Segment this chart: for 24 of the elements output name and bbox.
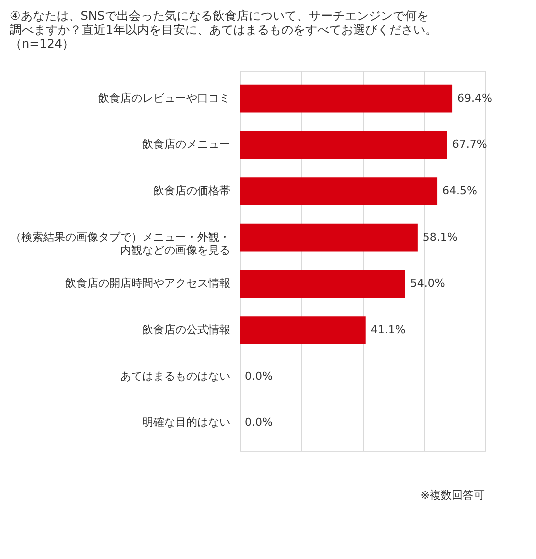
data-label: 54.0% xyxy=(410,277,446,290)
y-tick-label: 明確な目的はない xyxy=(142,416,230,430)
y-tick-label: あてはまるものはない xyxy=(120,370,230,383)
y-tick-label: 飲食店のレビューや口コミ xyxy=(98,92,230,105)
bar xyxy=(240,84,453,113)
data-label: 58.1% xyxy=(422,230,458,244)
data-label: 41.1% xyxy=(370,324,406,337)
y-tick-label: 飲食店の公式情報 xyxy=(142,324,230,337)
bar xyxy=(240,316,366,344)
text: ※複数回答可 xyxy=(420,489,485,502)
chart-title: ④あなたは、SNSで出会った気になる飲食店について、サーチエンジンで何を調べますか？直近1年以内を目安に、あてはまるものをすべてお選びください。（n=124） xyxy=(10,9,438,51)
bar xyxy=(240,270,406,298)
data-label: 67.7% xyxy=(452,138,488,152)
data-label: 0.0% xyxy=(245,370,273,383)
data-label: 0.0% xyxy=(245,416,273,430)
data-label: 64.5% xyxy=(442,184,478,198)
y-tick-label: 飲食店の価格帯 xyxy=(154,184,230,198)
bar xyxy=(240,178,438,206)
y-tick-label: 飲食店の開店時間やアクセス情報 xyxy=(66,277,230,290)
bar xyxy=(240,131,448,160)
y-tick-label: 飲食店のメニュー xyxy=(142,138,230,152)
data-label: 69.4% xyxy=(458,92,492,105)
y-tick-label: （検索結果の画像タブで）メニュー・外観・内観などの画像を見る xyxy=(10,230,230,257)
bar xyxy=(240,224,418,252)
